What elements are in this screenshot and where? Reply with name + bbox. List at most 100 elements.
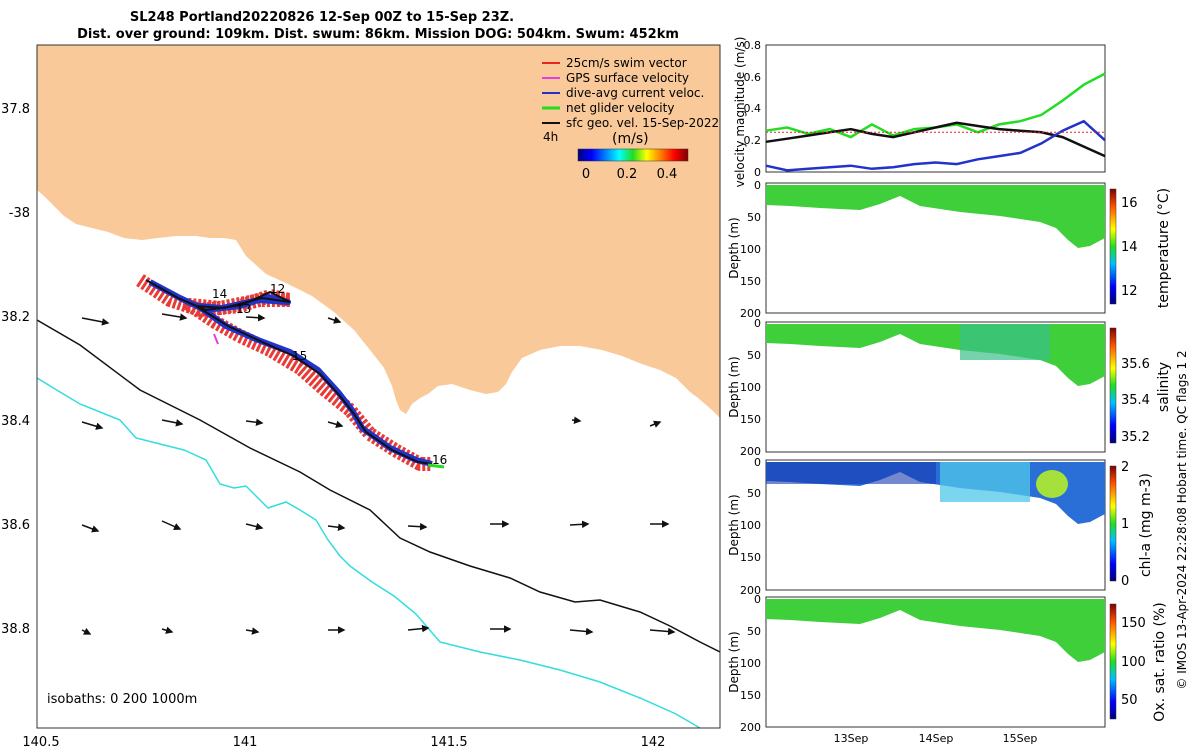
speed-colorbar [577,148,689,162]
ytick-group: 0 50 100 150 200 [740,593,761,734]
salinity-field-patch [960,324,1050,360]
map-frame [36,44,721,729]
depth-label: Depth (m) [727,631,741,692]
cbar-tick: 50 [1121,693,1138,708]
map-land [37,45,720,418]
isobath-1000-line [37,377,701,728]
salinity-colorbar-label: salinity [1156,362,1172,412]
geostrophic-arrows [81,313,676,636]
ytick: 100 [740,381,761,394]
temperature-field [766,185,1105,248]
depth-label: Depth (m) [727,494,741,555]
chla-panel: 0 50 100 150 200 Depth (m) 0 1 2 chl-a (… [727,456,1154,597]
map-x-axis: 140.5 141 141.5 142 [22,735,665,750]
map-xtick-label: 141.5 [430,735,467,750]
cbar-tick: 150 [1121,616,1146,631]
colorbar-unit: (m/s) [612,131,649,147]
ytick: 100 [740,657,761,670]
day-label-15: 15 [292,349,307,363]
map-ytick-label: 38.6 [1,518,30,533]
ytick: 50 [747,625,761,638]
velocity-frame [765,44,1106,173]
map-xtick-label: 142 [641,735,666,750]
map-ytick-label: 38.2 [1,310,30,325]
temperature-panel: 0 50 100 150 200 Depth (m) 12 14 16 temp… [727,179,1172,320]
map-xtick-label: 140.5 [22,735,59,750]
chla-colorbar-label: chl-a (mg m-3) [1138,473,1154,577]
copyright-footer: © IMOS 13-Apr-2024 22:28:08 Hobart time.… [1175,350,1189,689]
day-label-16: 16 [432,453,447,467]
velocity-panel: 0 0.2 0.4 0.6 0.8 velocity magnitude (m/… [733,37,1106,188]
map-xtick-label: 141 [233,735,258,750]
figure-title-line1: SL248 Portland20220826 12-Sep 00Z to 15-… [130,10,514,25]
map-ytick-label: 38.8 [1,622,30,637]
oxygen-panel: 0 50 100 150 200 Depth (m) 50 100 150 Ox… [727,593,1168,734]
gps-surface-velocity-mark [213,333,219,345]
cbar-tick: 2 [1121,460,1129,475]
oxygen-colorbar [1109,603,1117,720]
ytick: 150 [740,551,761,564]
legend-label-gps: GPS surface velocity [566,71,689,85]
cbar-tick: 35.4 [1121,393,1150,408]
map-panel: 12 13 14 15 16 25cm/s swim vector GPS su… [1,44,721,750]
vel-ytick: 0.6 [744,71,762,84]
ytick: 50 [747,349,761,362]
ytick: 150 [740,413,761,426]
day-label-14: 14 [212,287,227,301]
cbar-tick: 12 [1121,284,1138,299]
day-label-12: 12 [270,282,285,296]
temperature-colorbar [1109,188,1117,305]
isobath-200-line [37,319,720,653]
glider-track [136,274,445,471]
figure-title-line2: Dist. over ground: 109km. Dist. swum: 86… [77,27,679,42]
ytick: 150 [740,275,761,288]
ytick-group: 0 50 100 150 200 [740,456,761,597]
velocity-ylabel: velocity magnitude (m/s) [733,37,747,188]
colorbar-tick-1: 0.2 [617,167,638,182]
oxygen-field [766,599,1105,662]
chla-field-patch-light [940,462,1030,502]
map-ytick-label: 38.4 [1,414,30,429]
colorbar-tick-group: 0 1 2 [1121,460,1129,589]
map-ytick-label: -38 [9,206,30,221]
map-ytick-label: 37.8 [1,102,30,117]
temperature-colorbar-label: temperature (°C) [1156,188,1172,308]
ytick-group: 0 50 100 150 200 [740,317,761,458]
legend-label-sfc-geo: sfc geo. vel. 15-Sep-2022 [566,116,719,130]
depth-label: Depth (m) [727,356,741,417]
cbar-tick: 16 [1121,196,1138,211]
oxygen-colorbar-label: Ox. sat. ratio (%) [1152,602,1168,721]
colorbar-tick-group: 50 100 150 [1121,616,1146,708]
vel-ytick: 0.2 [744,134,762,147]
ytick: 0 [754,456,761,469]
ytick: 150 [740,689,761,702]
colorbar-tick-0: 0 [582,167,590,182]
vel-ytick: 0 [754,166,761,179]
time-tick-label: 13Sep [834,732,869,745]
salinity-panel: 0 50 100 150 200 Depth (m) 35.2 35.4 35.… [727,317,1172,458]
cbar-tick: 1 [1121,517,1129,532]
cbar-tick: 35.2 [1121,430,1150,445]
sfc-velocity-track [145,279,433,465]
colorbar-tick-2: 0.4 [657,167,678,182]
velocity-series-line [765,121,1106,158]
ytick: 100 [740,243,761,256]
cbar-tick: 100 [1121,655,1146,670]
cbar-tick: 35.6 [1121,357,1150,372]
time-tick-label: 15Sep [1003,732,1038,745]
salinity-colorbar [1109,327,1117,444]
ytick: 50 [747,211,761,224]
ytick: 200 [740,721,761,734]
legend-label-dive-avg: dive-avg current veloc. [566,86,704,100]
ytick: 200 [740,445,761,458]
ytick: 200 [740,584,761,597]
map-legend: 25cm/s swim vector GPS surface velocity … [542,56,719,182]
section-panels: 0 50 100 150 200 Depth (m) 12 14 16 temp… [727,179,1172,745]
ytick: 0 [754,317,761,330]
ytick: 200 [740,307,761,320]
colorbar-tick-group: 35.2 35.4 35.6 [1121,357,1150,445]
ytick: 0 [754,593,761,606]
cbar-tick: 14 [1121,240,1138,255]
